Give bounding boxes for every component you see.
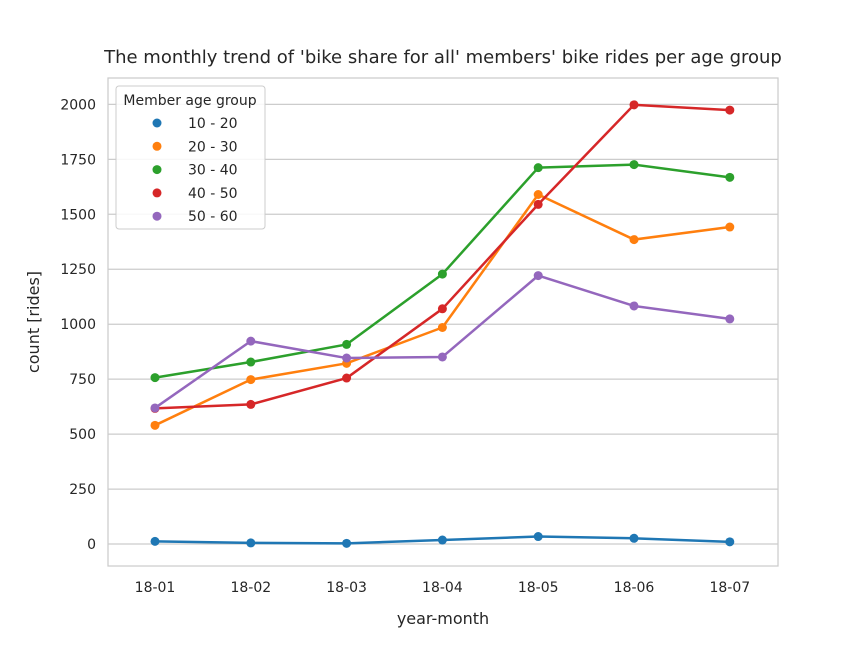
- data-point: [533, 271, 543, 281]
- legend-label: 40 - 50: [188, 186, 238, 202]
- x-tick-label: 18-06: [614, 580, 655, 596]
- legend-title: Member age group: [123, 93, 256, 109]
- data-point: [342, 373, 352, 383]
- data-point: [725, 222, 735, 232]
- y-tick-label: 500: [69, 427, 96, 443]
- data-point: [342, 538, 352, 548]
- y-tick-label: 750: [69, 372, 96, 388]
- y-tick-label: 1000: [60, 317, 96, 333]
- series-1: [150, 532, 735, 548]
- y-tick-label: 2000: [60, 97, 96, 113]
- data-point: [533, 190, 543, 200]
- data-point: [629, 301, 639, 311]
- data-point: [342, 339, 352, 349]
- data-point: [437, 269, 447, 279]
- y-axis-label: count [rides]: [24, 271, 43, 373]
- chart-title: The monthly trend of 'bike share for all…: [103, 47, 782, 68]
- data-point: [150, 420, 160, 430]
- legend-marker: [152, 211, 162, 221]
- legend-marker: [152, 141, 162, 151]
- x-tick-label: 18-05: [518, 580, 559, 596]
- x-tick-label: 18-03: [326, 580, 367, 596]
- data-point: [246, 336, 256, 346]
- data-point: [725, 537, 735, 547]
- legend-marker: [152, 118, 162, 128]
- data-point: [246, 538, 256, 548]
- legend: Member age group 10 - 20 20 - 30 30 - 40 40…: [115, 85, 266, 230]
- data-point: [533, 199, 543, 209]
- data-point: [246, 357, 256, 367]
- series-3: [150, 160, 735, 383]
- legend-marker: [152, 188, 162, 198]
- legend-label: 10 - 20: [188, 116, 238, 132]
- legend-label: 20 - 30: [188, 139, 238, 155]
- series-line: [154, 274, 730, 409]
- data-point: [629, 235, 639, 245]
- x-axis-label: year-month: [397, 609, 489, 628]
- data-point: [437, 304, 447, 314]
- y-tick-label: 1500: [60, 207, 96, 223]
- x-tick-label: 18-04: [422, 580, 463, 596]
- data-point: [150, 536, 160, 546]
- legend-label: 30 - 40: [188, 163, 238, 179]
- y-tick-label: 0: [87, 537, 96, 553]
- data-point: [533, 163, 543, 173]
- data-point: [437, 352, 447, 362]
- y-tick-label: 1750: [60, 152, 96, 168]
- data-point: [629, 100, 639, 110]
- series-5: [150, 271, 735, 413]
- data-point: [629, 160, 639, 170]
- x-tick-label: 18-01: [135, 580, 176, 596]
- data-point: [437, 322, 447, 332]
- data-point: [725, 314, 735, 324]
- y-tick-label: 1250: [60, 262, 96, 278]
- data-point: [533, 532, 543, 542]
- legend-label: 50 - 60: [188, 209, 238, 225]
- x-tick-label: 18-07: [709, 580, 750, 596]
- data-point: [725, 105, 735, 115]
- data-point: [437, 535, 447, 545]
- x-axis-ticks: 18-01 18-02 18-03 18-04 18-05 18-06 18-07: [135, 580, 750, 596]
- series-2: [150, 190, 735, 430]
- legend-marker: [152, 165, 162, 175]
- series-layer: [150, 100, 735, 548]
- data-point: [150, 373, 160, 383]
- legend-entries: 10 - 20 20 - 30 30 - 40 40 - 50 50 - 60: [152, 116, 238, 225]
- data-point: [342, 353, 352, 363]
- x-tick-label: 18-02: [230, 580, 271, 596]
- data-point: [246, 375, 256, 385]
- data-point: [246, 399, 256, 409]
- y-axis-ticks: 0 250 500 750 1000 1250 1500 1750 2000: [60, 97, 96, 553]
- data-point: [629, 533, 639, 543]
- data-point: [725, 172, 735, 182]
- y-tick-label: 250: [69, 482, 96, 498]
- plot-frame: [107, 77, 779, 567]
- data-point: [150, 403, 160, 413]
